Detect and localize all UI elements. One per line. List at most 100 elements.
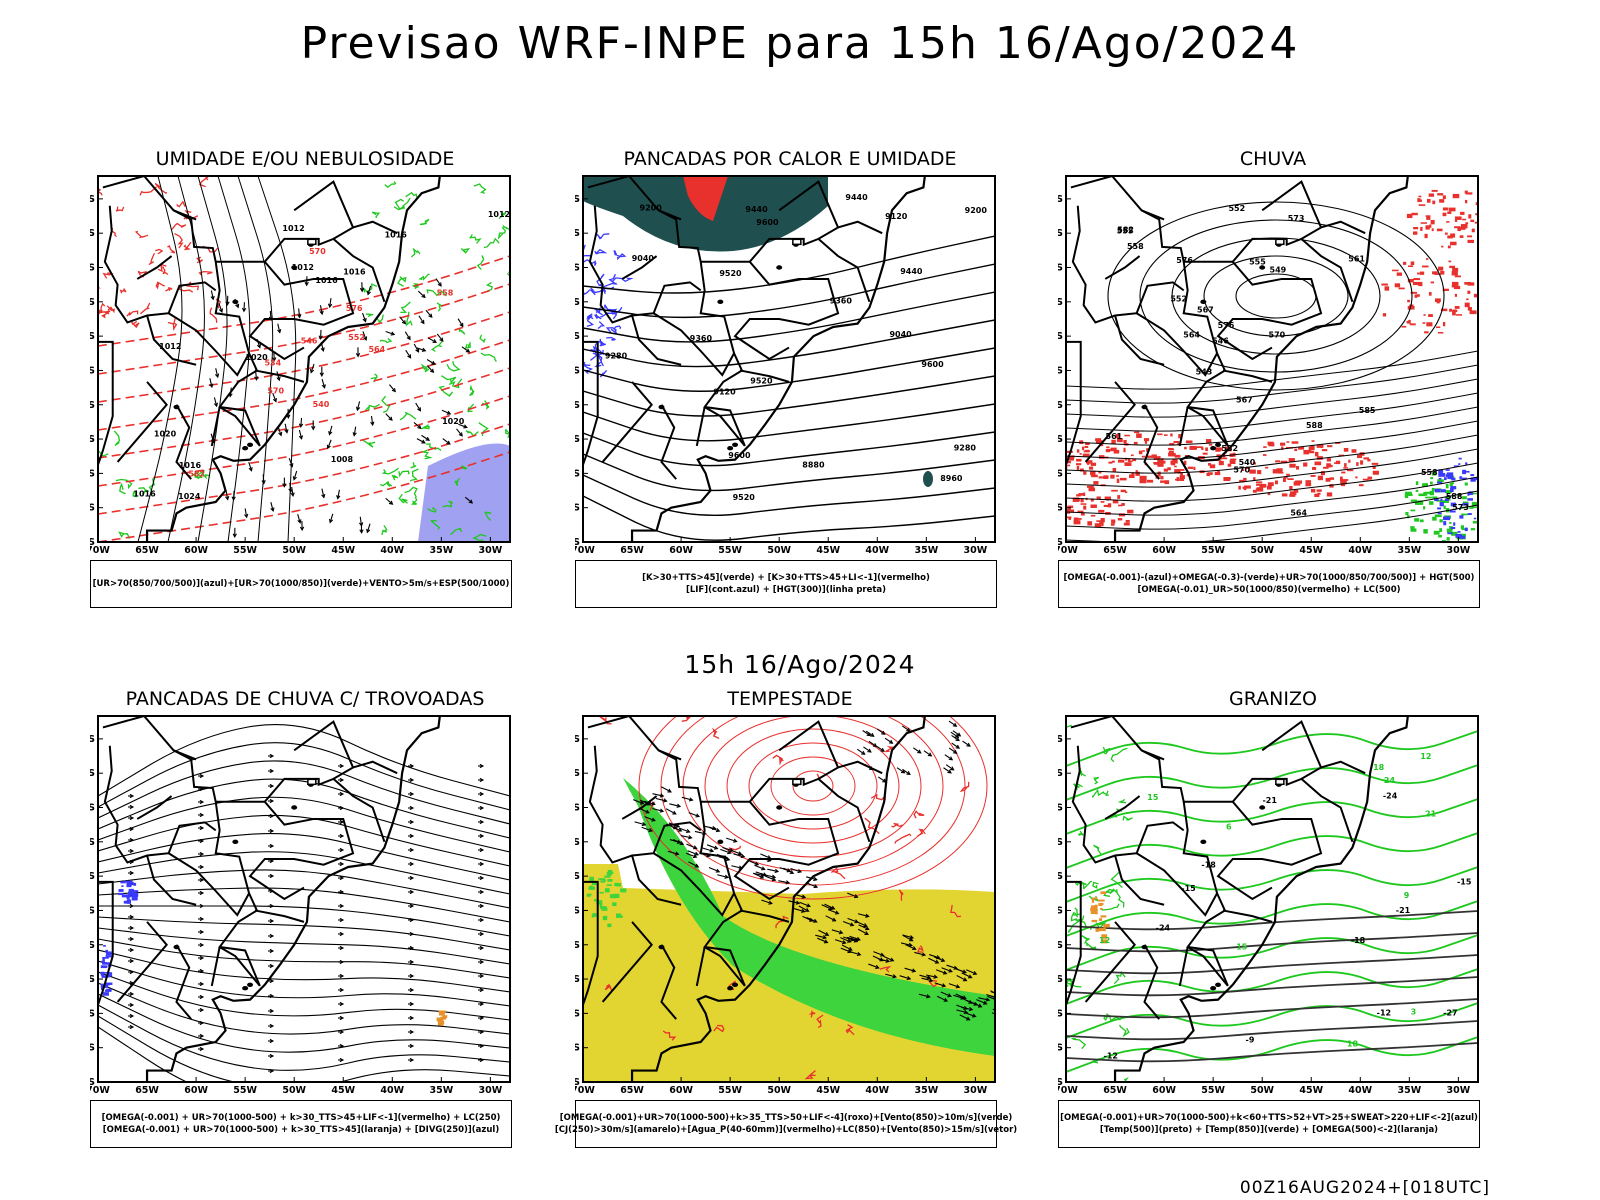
map-frame — [97, 715, 511, 1083]
border-line — [254, 369, 305, 383]
rain-area-red — [1449, 265, 1455, 269]
wind-vector-head — [831, 917, 837, 922]
wind-vector-head — [761, 866, 766, 871]
border-line — [739, 369, 790, 383]
divergence-area-blue — [120, 881, 126, 884]
border-line — [1114, 855, 1165, 906]
rain-area-red — [1105, 449, 1110, 453]
rain-area-blue — [1447, 475, 1454, 480]
hgt300-contour — [583, 474, 995, 517]
border-line — [254, 909, 305, 923]
wind-vector-head — [352, 432, 357, 437]
wind850-area — [601, 907, 608, 911]
lon-tick-label: 70W — [575, 545, 595, 556]
wind-vector-head — [326, 444, 331, 450]
hgt500-label: 588 — [1446, 492, 1463, 501]
wind-vector — [912, 747, 922, 754]
wind-vector — [277, 323, 281, 333]
rain-area-green — [1418, 493, 1426, 497]
lon-tick-label: 50W — [767, 545, 791, 556]
hgt500-label: 567 — [1197, 305, 1214, 314]
rain-area-red — [1454, 216, 1462, 220]
rain-area-blue — [1434, 488, 1441, 493]
rain-area-red — [1113, 449, 1120, 454]
rain-area-red — [1335, 460, 1341, 465]
rain-area-red — [1120, 477, 1127, 481]
hgt300-label: 9120 — [885, 212, 908, 221]
hgt500-label: 549 — [1270, 265, 1287, 274]
lat-tick-label: 30S — [575, 400, 580, 411]
wind-vector — [955, 968, 967, 974]
rain-area-red — [1160, 476, 1164, 480]
rain-area-red — [1220, 457, 1228, 460]
border-line — [332, 238, 386, 303]
rain-area-red — [1314, 493, 1320, 498]
humidity-contour-green — [458, 328, 466, 335]
wind-vector — [385, 331, 395, 336]
lat-tick-label: 33S — [90, 434, 95, 445]
divergence-area-blue — [107, 972, 113, 977]
rain-area-red — [1209, 464, 1216, 469]
border-line — [98, 340, 114, 468]
rain-area-red — [1401, 325, 1407, 328]
wind-vector — [764, 875, 776, 881]
rain-area-red — [1479, 233, 1481, 235]
rain-area-red — [1457, 227, 1461, 232]
wind-vector-head — [225, 495, 230, 501]
wind850-area — [599, 902, 603, 907]
streamline-arrow-head — [199, 890, 205, 896]
rain-area-red — [1103, 504, 1110, 507]
lake-marker — [717, 299, 724, 305]
precipitable-water-contour — [816, 1014, 824, 1028]
lat-tick-label: 42S — [90, 537, 95, 548]
wind-vector — [884, 737, 893, 744]
rain-area-blue — [1438, 469, 1444, 474]
wind-vector-head — [867, 748, 872, 753]
thickness-label: 570 — [267, 387, 284, 396]
rain-area-red — [1329, 484, 1334, 488]
precipitable-water-contour — [775, 915, 789, 929]
pressure-contour — [237, 176, 274, 542]
streamline — [98, 742, 510, 811]
omega500-area-orange — [1097, 899, 1105, 902]
temp500-label: -12 — [1377, 1008, 1391, 1017]
wind-vector — [681, 796, 693, 801]
wind-vector — [904, 967, 916, 972]
wind-vector-head — [278, 431, 283, 437]
rain-area-red — [1305, 482, 1312, 487]
wind-vector-head — [676, 803, 682, 808]
wind-vector — [948, 720, 957, 727]
divergence-area-blue — [121, 885, 124, 887]
streamline-arrow-head — [479, 875, 485, 881]
divergence-area-blue — [126, 880, 133, 885]
wind-vector-head — [771, 874, 777, 879]
temp850-label: 12 — [1099, 936, 1110, 945]
omega500-area-orange — [1095, 911, 1098, 915]
lon-tick-label: 60W — [1152, 545, 1176, 556]
rain-area-red — [1452, 311, 1456, 316]
hgt500-label: 582 — [1117, 226, 1134, 235]
humidity-contour-green — [498, 212, 507, 220]
lon-tick-label: 50W — [282, 1085, 306, 1096]
rain-area-red — [1124, 457, 1128, 461]
rain-area-red — [1087, 462, 1090, 465]
rain-area-red — [1310, 474, 1316, 477]
humidity-contour-green — [483, 237, 500, 249]
wind-vector-head — [795, 900, 801, 905]
wind850-area — [600, 880, 605, 883]
hgt500-label: 588 — [1306, 421, 1323, 430]
border-line — [817, 778, 871, 843]
rain-area-red — [1068, 517, 1072, 520]
wind-vector — [435, 278, 442, 287]
panel-legend: [OMEGA(-0.001)-(azul)+OMEGA(-0.3)-(verde… — [1058, 560, 1480, 608]
rain-area-red — [1157, 471, 1161, 477]
divergence-area-blue — [126, 899, 131, 904]
border-line — [733, 180, 840, 361]
streamline-arrow-head — [269, 933, 275, 939]
wind-vector-head — [421, 347, 427, 352]
lat-tick-label: 39S — [1058, 503, 1063, 514]
rain-area-green — [1425, 496, 1432, 499]
humidity-contour-green — [362, 439, 376, 448]
border-line — [102, 716, 261, 987]
legend-line: [LIF](cont.azul) + [HGT(300)](linha pret… — [685, 585, 887, 595]
